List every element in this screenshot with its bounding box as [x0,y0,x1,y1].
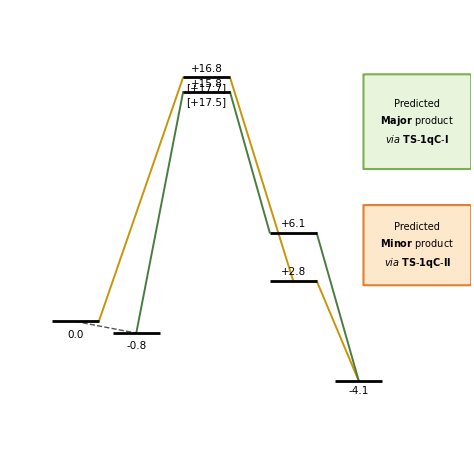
Text: +16.8: +16.8 [191,64,222,74]
FancyBboxPatch shape [364,75,471,170]
Text: +6.1: +6.1 [281,219,306,229]
Text: Predicted
$\mathbf{Major}$ product
$\it{via}$ $\mathbf{TS}$-$\mathbf{1qC}$-$\mat: Predicted $\mathbf{Major}$ product $\it{… [381,98,454,147]
Text: [+17.7]: [+17.7] [186,82,227,92]
Text: Predicted
$\mathbf{Minor}$ product
$\it{via}$ $\mathbf{TS}$-$\mathbf{1qC}$-$\mat: Predicted $\mathbf{Minor}$ product $\it{… [380,222,455,269]
Text: 0.0: 0.0 [67,329,83,339]
Text: [+17.5]: [+17.5] [186,97,227,107]
FancyBboxPatch shape [364,206,471,286]
Text: +15.8: +15.8 [191,78,222,88]
Text: -0.8: -0.8 [126,341,146,350]
Text: -4.1: -4.1 [348,385,369,395]
Text: +2.8: +2.8 [281,267,306,277]
